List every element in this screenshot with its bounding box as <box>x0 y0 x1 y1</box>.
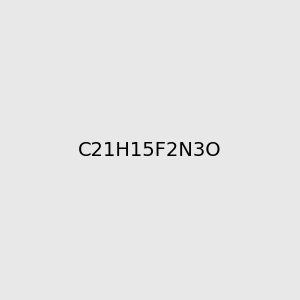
Text: C21H15F2N3O: C21H15F2N3O <box>78 140 222 160</box>
